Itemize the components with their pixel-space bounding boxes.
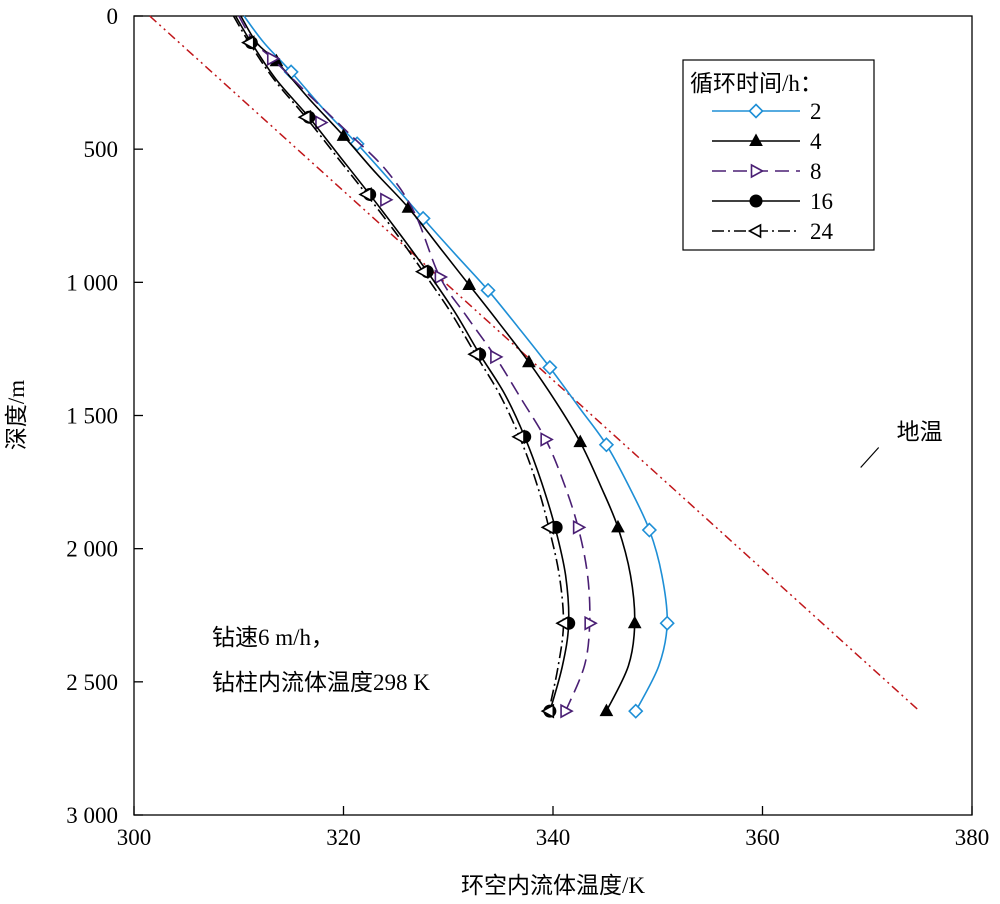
data-point-2h [598,437,615,453]
legend-marker-16h [749,194,763,208]
series-group [232,15,675,719]
data-point-4h [522,354,536,368]
legend-label-8h: 8 [810,159,822,184]
x-tick-label: 340 [536,825,571,850]
legend-label-4h: 4 [810,129,822,154]
data-point-4h [462,277,477,290]
legend-marker-2h [748,103,764,119]
legend-label-2h: 2 [810,99,822,124]
data-point-8h [572,520,587,535]
data-point-2h [659,615,675,631]
y-tick-label: 2 500 [66,670,118,695]
data-point-24h [511,429,525,445]
x-tick-label: 360 [745,825,780,850]
data-point-2h [641,522,658,538]
data-point-24h [467,346,481,362]
series-line-8h [238,15,591,712]
data-point-8h [540,432,554,447]
series-4h [240,15,642,717]
data-point-4h [627,615,642,629]
series-line-16h [234,15,570,712]
x-tick-label: 320 [326,825,361,850]
data-point-8h [434,269,449,285]
data-point-8h [584,615,598,631]
legend-box [682,59,875,251]
data-point-24h [297,109,312,125]
legend-marker-24h [747,223,762,239]
series-24h [232,15,569,719]
legend-label-16h: 16 [810,189,833,214]
legend-marker-4h [749,133,763,146]
y-tick-label: 0 [107,4,119,29]
geotherm-leader [860,447,880,468]
data-point-4h [573,434,588,448]
data-point-4h [336,128,351,141]
data-point-8h [315,115,329,130]
data-point-2h [480,282,496,298]
series-8h [238,15,598,719]
data-point-8h [266,51,281,66]
y-tick-label: 3 000 [66,803,118,828]
data-point-8h [490,349,504,365]
geotherm-line-group: 地温 [149,15,943,712]
data-point-24h [414,264,429,280]
x-tick-label: 300 [117,825,152,850]
series-line-24h [232,15,565,712]
data-point-8h [380,192,394,208]
y-tick-label: 2 000 [66,537,118,562]
annotation-line-2: 钻柱内流体温度298 K [212,670,430,695]
axis-ticks: 300 320 340 360 380 0 500 1 000 1 500 2 000 2 500 3… [66,4,989,850]
x-tick-label: 380 [955,825,990,850]
series-line-4h [240,15,636,712]
data-point-4h [599,703,614,717]
geotherm-label: 地温 [897,419,943,444]
data-point-8h [560,703,574,719]
legend-marker-8h [750,163,765,179]
data-point-24h [241,35,255,50]
data-point-2h [628,703,644,719]
annotation-line-1: 钻速6 m/h， [212,625,334,650]
geotherm-line [149,15,921,712]
y-tick-label: 500 [84,137,119,162]
y-axis-label: 深度/m [4,380,29,450]
legend-title: 循环时间/h： [690,71,823,96]
y-tick-label: 1 000 [66,270,118,295]
x-axis-label: 环空内流体温度/K [461,873,645,898]
legend-label-24h: 24 [810,219,834,244]
data-point-4h [611,519,625,533]
data-point-24h [555,615,569,631]
data-point-24h [540,703,555,719]
data-point-24h [540,520,555,535]
y-tick-label: 1 500 [66,404,118,429]
data-point-24h [358,187,372,202]
data-point-2h [542,359,558,376]
